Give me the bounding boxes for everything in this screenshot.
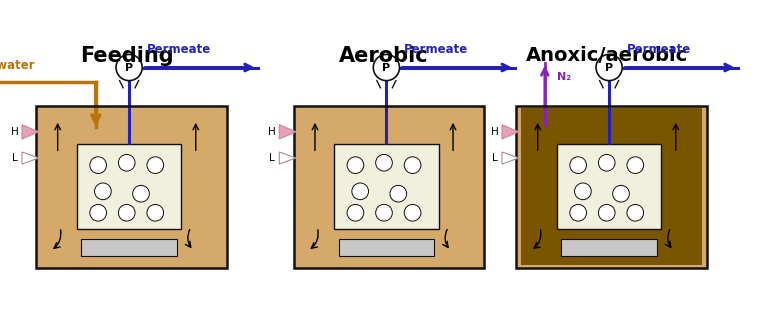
Circle shape — [94, 183, 111, 200]
Circle shape — [627, 157, 644, 173]
Circle shape — [147, 157, 164, 173]
Text: Anoxic/aerobic: Anoxic/aerobic — [525, 46, 688, 65]
Text: Feeding: Feeding — [80, 46, 174, 66]
Polygon shape — [22, 152, 38, 164]
Text: N₂: N₂ — [557, 72, 571, 82]
Bar — [557, 144, 661, 229]
Bar — [339, 239, 434, 256]
Circle shape — [570, 204, 587, 221]
Text: Permeate: Permeate — [147, 43, 211, 56]
Circle shape — [118, 155, 135, 171]
Circle shape — [147, 204, 164, 221]
Circle shape — [118, 204, 135, 221]
Bar — [77, 144, 181, 229]
Circle shape — [116, 54, 142, 81]
Circle shape — [347, 204, 364, 221]
Text: H: H — [11, 127, 18, 137]
Circle shape — [376, 204, 392, 221]
Polygon shape — [22, 125, 38, 139]
Circle shape — [598, 155, 615, 171]
Text: Permeate: Permeate — [404, 43, 468, 56]
Circle shape — [627, 204, 644, 221]
Circle shape — [376, 155, 392, 171]
Circle shape — [404, 204, 421, 221]
Text: L: L — [12, 153, 18, 163]
Text: P: P — [125, 63, 133, 73]
Circle shape — [90, 204, 107, 221]
Circle shape — [373, 54, 399, 81]
Circle shape — [90, 157, 107, 173]
Text: P: P — [605, 63, 613, 73]
Circle shape — [347, 157, 364, 173]
Circle shape — [596, 54, 622, 81]
Text: P: P — [382, 63, 390, 73]
Circle shape — [404, 157, 421, 173]
Circle shape — [133, 185, 149, 202]
Bar — [561, 239, 657, 256]
Text: Aerobic: Aerobic — [339, 46, 429, 66]
Polygon shape — [280, 125, 296, 139]
Bar — [293, 106, 484, 268]
Polygon shape — [280, 152, 296, 164]
Circle shape — [570, 157, 587, 173]
Text: H: H — [268, 127, 276, 137]
Bar — [521, 108, 702, 265]
Text: L: L — [270, 153, 275, 163]
Bar — [516, 106, 707, 268]
Circle shape — [352, 183, 369, 200]
Circle shape — [613, 185, 629, 202]
Bar — [36, 106, 227, 268]
Circle shape — [598, 204, 615, 221]
Circle shape — [574, 183, 591, 200]
Text: H: H — [491, 127, 498, 137]
Bar — [334, 144, 439, 229]
Text: Wastewater: Wastewater — [0, 59, 35, 72]
Text: Permeate: Permeate — [627, 43, 691, 56]
Bar — [81, 239, 177, 256]
Polygon shape — [502, 125, 518, 139]
Bar — [293, 106, 484, 268]
Circle shape — [390, 185, 406, 202]
Bar — [36, 106, 227, 268]
Bar — [516, 106, 707, 268]
Text: L: L — [492, 153, 498, 163]
Polygon shape — [502, 152, 518, 164]
